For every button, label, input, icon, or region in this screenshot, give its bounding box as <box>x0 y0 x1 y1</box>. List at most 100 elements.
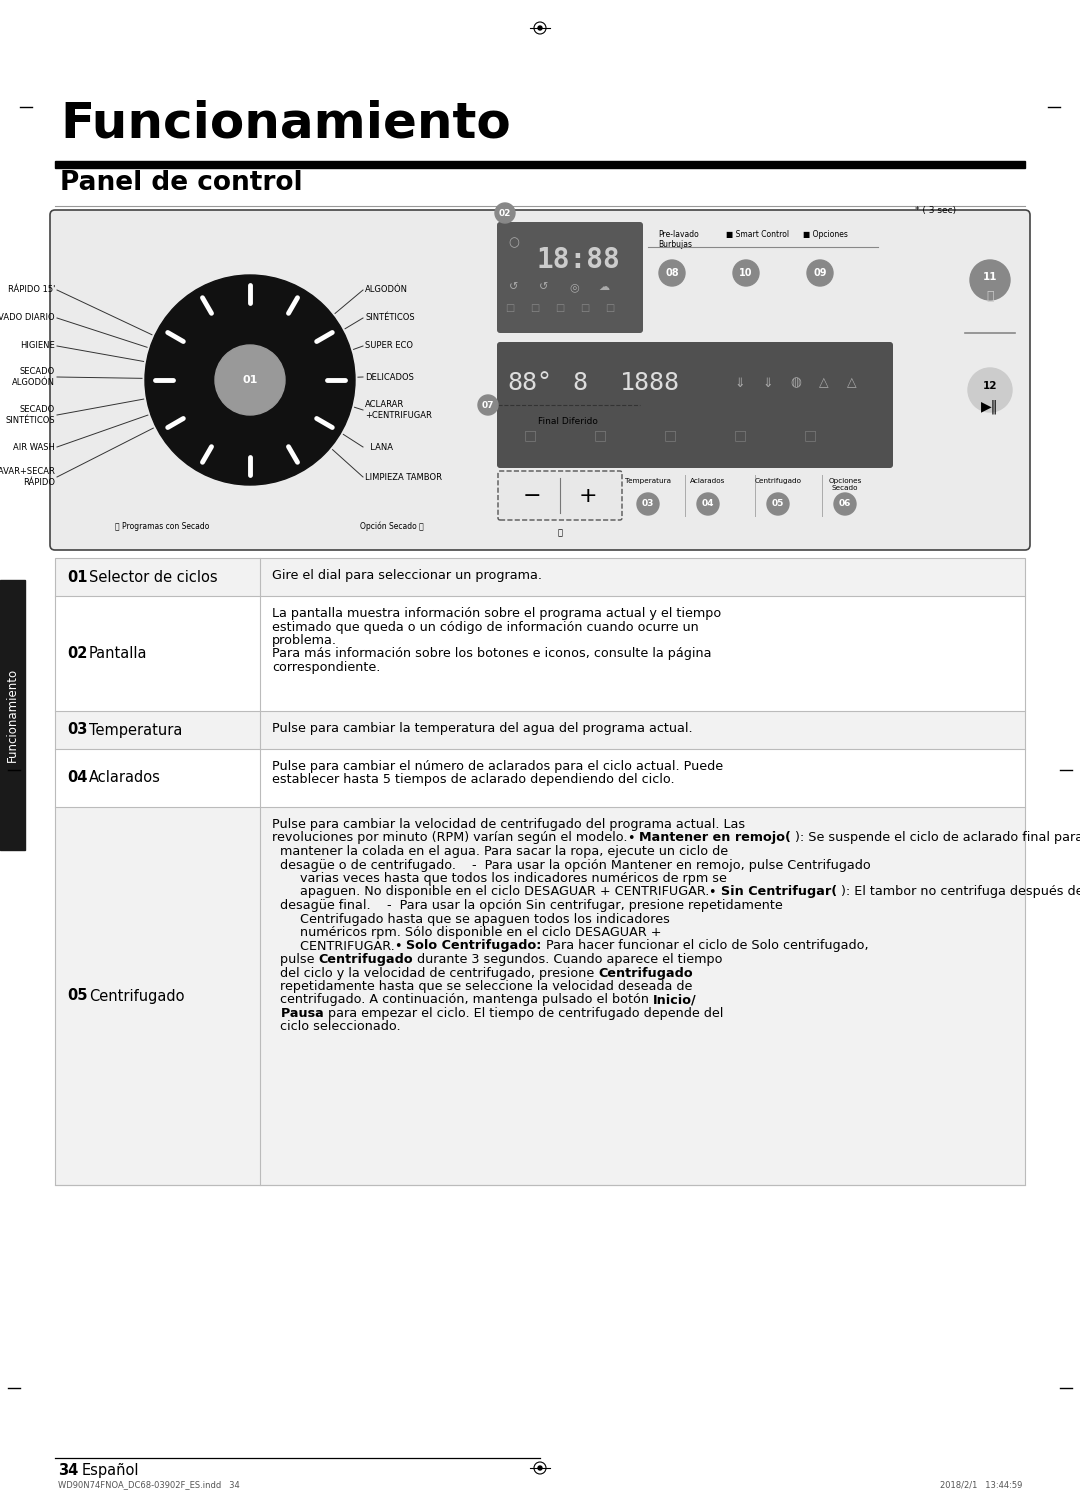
Text: ): El tambor no centrifuga después del ciclo de: ): El tambor no centrifuga después del c… <box>837 886 1080 899</box>
Text: ⚿: ⚿ <box>557 528 563 537</box>
Text: Temperatura: Temperatura <box>89 723 183 738</box>
Text: ■ Smart Control: ■ Smart Control <box>726 230 789 239</box>
Text: △: △ <box>847 377 856 389</box>
Text: ): Se suspende el ciclo de aclarado final para: ): Se suspende el ciclo de aclarado fina… <box>791 832 1080 844</box>
Text: varias veces hasta que todos los indicadores numéricos de rpm se: varias veces hasta que todos los indicad… <box>272 872 727 886</box>
Text: Pantalla: Pantalla <box>89 646 148 661</box>
Text: LANA: LANA <box>365 443 393 452</box>
Text: ○: ○ <box>509 237 519 249</box>
Text: □: □ <box>606 303 615 313</box>
Text: ■ Opciones: ■ Opciones <box>804 230 848 239</box>
Text: Centrifugado: Centrifugado <box>755 479 801 485</box>
Bar <box>0 580 25 850</box>
Text: apaguen. No disponible en el ciclo DESAGUAR + CENTRIFUGAR.: apaguen. No disponible en el ciclo DESAG… <box>272 886 710 899</box>
Text: 02: 02 <box>499 209 511 218</box>
Text: correspondiente.: correspondiente. <box>272 661 380 674</box>
Text: desagüe final.: desagüe final. <box>272 899 370 912</box>
Text: Selector de ciclos: Selector de ciclos <box>89 570 218 584</box>
Text: 05: 05 <box>772 499 784 508</box>
Text: DELICADOS: DELICADOS <box>365 373 414 382</box>
Text: •: • <box>710 886 720 899</box>
Text: pulse: pulse <box>272 953 319 966</box>
Circle shape <box>697 494 719 514</box>
Text: Funcionamiento: Funcionamiento <box>60 100 511 148</box>
Text: Mantener en remojo(: Mantener en remojo( <box>639 832 791 844</box>
Circle shape <box>834 494 856 514</box>
Text: Aclarados: Aclarados <box>89 771 161 786</box>
Text: □: □ <box>804 428 816 441</box>
Text: durante 3 segundos. Cuando aparece el tiempo: durante 3 segundos. Cuando aparece el ti… <box>414 953 723 966</box>
Text: 1888: 1888 <box>620 371 680 395</box>
Text: Funcionamiento: Funcionamiento <box>5 668 18 762</box>
Circle shape <box>733 259 759 286</box>
Text: 08: 08 <box>665 268 679 277</box>
Text: Opción Secado ⍣: Opción Secado ⍣ <box>360 522 423 531</box>
Text: •: • <box>395 939 406 953</box>
Text: •: • <box>627 832 639 844</box>
Text: □: □ <box>733 428 746 441</box>
FancyBboxPatch shape <box>497 341 893 468</box>
Text: Final Diferido: Final Diferido <box>538 417 598 426</box>
Text: 01: 01 <box>67 570 87 584</box>
Text: 09: 09 <box>813 268 827 277</box>
Text: mantener la colada en el agua. Para sacar la ropa, ejecute un ciclo de: mantener la colada en el agua. Para saca… <box>272 845 728 857</box>
Text: ↺: ↺ <box>510 282 518 292</box>
Text: Solo Centrifugado:: Solo Centrifugado: <box>406 939 542 953</box>
Text: Panel de control: Panel de control <box>60 170 302 195</box>
Text: +: + <box>579 486 597 505</box>
Circle shape <box>968 368 1012 412</box>
Text: CENTRIFUGAR.: CENTRIFUGAR. <box>272 939 395 953</box>
Text: −: − <box>523 486 541 505</box>
Text: ↺: ↺ <box>539 282 549 292</box>
Text: Pulse para cambiar la velocidad de centrifugado del programa actual. Las: Pulse para cambiar la velocidad de centr… <box>272 819 745 830</box>
Text: ⍣ Programas con Secado: ⍣ Programas con Secado <box>114 522 210 531</box>
Text: SINTÉTICOS: SINTÉTICOS <box>365 313 415 322</box>
Text: revoluciones por minuto (RPM) varían según el modelo.: revoluciones por minuto (RPM) varían seg… <box>272 832 627 844</box>
Text: Temperatura: Temperatura <box>625 479 671 485</box>
Text: centrifugado. A continuación, mantenga pulsado el botón: centrifugado. A continuación, mantenga p… <box>272 993 653 1006</box>
Circle shape <box>970 259 1010 300</box>
Text: Centrifugado hasta que se apaguen todos los indicadores: Centrifugado hasta que se apaguen todos … <box>272 912 670 926</box>
Text: □: □ <box>505 303 515 313</box>
Bar <box>55 558 1025 596</box>
Text: 06: 06 <box>839 499 851 508</box>
Text: 04: 04 <box>702 499 714 508</box>
Text: WD90N74FNOA_DC68-03902F_ES.indd   34: WD90N74FNOA_DC68-03902F_ES.indd 34 <box>58 1481 240 1490</box>
Text: * ( 3 sec): * ( 3 sec) <box>915 206 956 216</box>
Text: SECADO
ALGODÓN: SECADO ALGODÓN <box>12 367 55 386</box>
Bar <box>55 711 1025 748</box>
Text: para empezar el ciclo. El tiempo de centrifugado depende del: para empezar el ciclo. El tiempo de cent… <box>324 1006 724 1020</box>
Text: 03: 03 <box>642 499 654 508</box>
FancyBboxPatch shape <box>497 222 643 332</box>
Text: SUPER ECO: SUPER ECO <box>365 341 413 350</box>
Circle shape <box>637 494 659 514</box>
Bar <box>55 748 1025 807</box>
Text: Pulse para cambiar la temperatura del agua del programa actual.: Pulse para cambiar la temperatura del ag… <box>272 722 692 735</box>
Text: ⇓: ⇓ <box>762 377 773 389</box>
Text: del ciclo y la velocidad de centrifugado, presione: del ciclo y la velocidad de centrifugado… <box>272 966 598 980</box>
Text: Centrifugado: Centrifugado <box>319 953 414 966</box>
Circle shape <box>538 25 542 30</box>
Text: ▶‖: ▶‖ <box>982 400 999 414</box>
Text: □: □ <box>524 428 537 441</box>
Text: estimado que queda o un código de información cuando ocurre un: estimado que queda o un código de inform… <box>272 620 699 634</box>
Text: Pausa: Pausa <box>272 1006 324 1020</box>
Text: 01: 01 <box>242 376 258 385</box>
FancyBboxPatch shape <box>50 210 1030 550</box>
Circle shape <box>495 203 515 224</box>
Text: Aclarados: Aclarados <box>690 479 726 485</box>
Text: 11: 11 <box>983 271 997 282</box>
Text: RÁPIDO 15': RÁPIDO 15' <box>8 285 55 295</box>
Text: Sin Centrifugar(: Sin Centrifugar( <box>720 886 837 899</box>
Circle shape <box>538 1466 542 1470</box>
Text: □: □ <box>593 428 607 441</box>
Text: 10: 10 <box>739 268 753 277</box>
Text: ☁: ☁ <box>598 282 609 292</box>
Text: 07: 07 <box>482 401 495 410</box>
Text: 88°: 88° <box>508 371 553 395</box>
Text: 8: 8 <box>572 371 588 395</box>
Text: La pantalla muestra información sobre el programa actual y el tiempo: La pantalla muestra información sobre el… <box>272 607 721 620</box>
Text: ciclo seleccionado.: ciclo seleccionado. <box>272 1020 401 1033</box>
Text: □: □ <box>555 303 565 313</box>
Text: Pre-lavado
Burbujas: Pre-lavado Burbujas <box>658 230 699 249</box>
